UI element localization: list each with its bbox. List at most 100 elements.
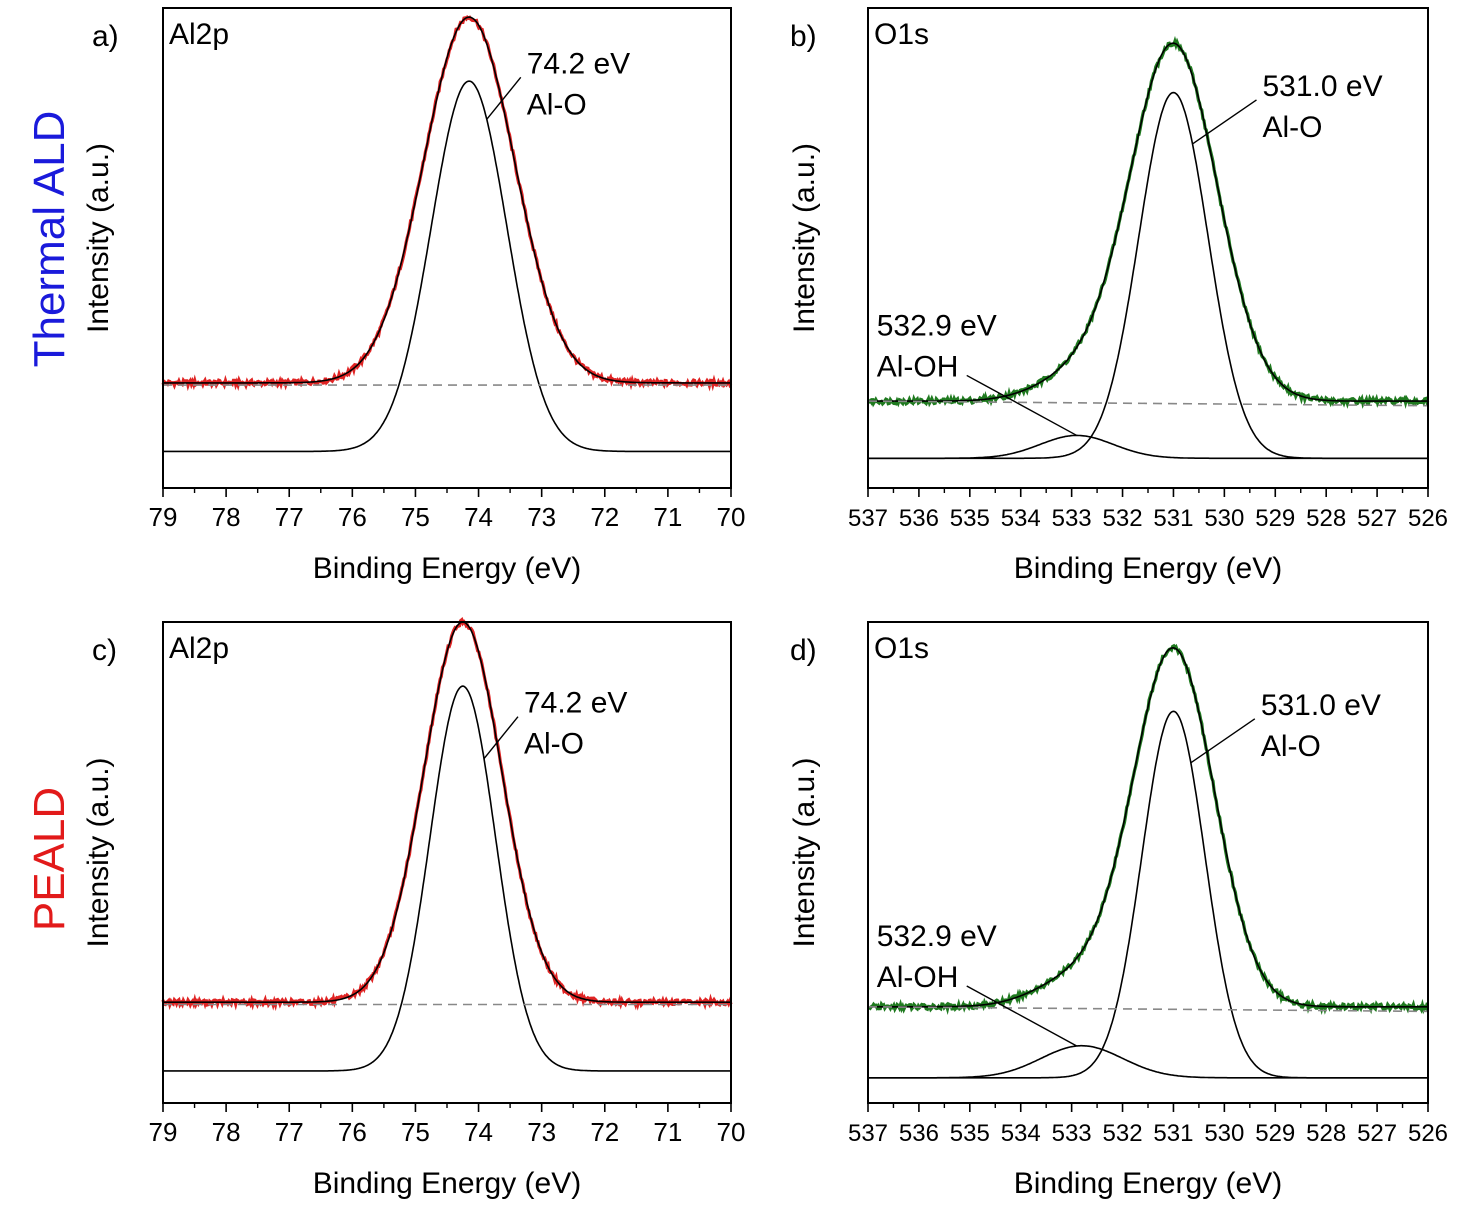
x-tick-label: 73 — [527, 502, 556, 532]
series-baseline-4 — [867, 1006, 1429, 1013]
chart-panel-a: 79 78 77 76 75 74 73 72 71 70 Binding Energy (eV) I… — [82, 7, 746, 585]
x-tick-label: 537 — [848, 1120, 888, 1147]
series-envelope-1 — [868, 646, 1428, 1008]
annotation-label: Al-O — [1261, 730, 1321, 763]
series-envelope-1 — [163, 621, 731, 1003]
x-tick-label: 73 — [527, 1117, 556, 1147]
x-tick-label: 70 — [717, 1117, 746, 1147]
series-data-0 — [161, 14, 733, 392]
row-label-peald: PEALD — [25, 786, 74, 932]
x-tick-label: 74 — [464, 502, 493, 532]
series-baseline-4 — [867, 400, 1429, 407]
y-axis-label: Intensity (a.u.) — [82, 143, 115, 333]
x-tick-label: 76 — [338, 502, 367, 532]
y-axis-label: Intensity (a.u.) — [82, 757, 115, 947]
panel-title: O1s — [874, 632, 929, 665]
annotation-leader — [966, 374, 1078, 437]
x-tick-label: 535 — [950, 505, 990, 532]
series-envelope-1 — [868, 42, 1428, 402]
x-axis-label: Binding Energy (eV) — [313, 1167, 581, 1200]
x-tick-label: 71 — [653, 502, 682, 532]
panel-letter: d) — [790, 634, 817, 667]
y-axis-label: Intensity (a.u.) — [788, 143, 821, 333]
x-tick-label: 536 — [899, 1120, 939, 1147]
x-axis-label: Binding Energy (eV) — [1014, 1167, 1282, 1200]
series-envelope-1 — [163, 16, 731, 384]
x-tick-label: 533 — [1052, 1120, 1092, 1147]
annotation-leader — [486, 76, 522, 120]
x-tick-label: 77 — [275, 502, 304, 532]
annotation-label: Al-O — [524, 728, 584, 761]
series-component-3 — [868, 1044, 1428, 1079]
x-tick-label: 526 — [1408, 505, 1448, 532]
x-tick-label: 530 — [1204, 1120, 1244, 1147]
chart-panel-c: 79 78 77 76 75 74 73 72 71 70 Binding Energy (eV) I… — [82, 616, 746, 1200]
x-tick-label: 534 — [1001, 505, 1041, 532]
x-tick-label: 78 — [212, 1117, 241, 1147]
series-component-3 — [868, 434, 1428, 460]
annotation-leader — [483, 716, 519, 760]
x-tick-label: 532 — [1103, 505, 1143, 532]
annotation-leader — [966, 985, 1078, 1047]
x-tick-label: 71 — [653, 1117, 682, 1147]
plot-frame — [162, 621, 732, 1104]
panel-title: Al2p — [169, 632, 229, 665]
x-tick-label: 75 — [401, 502, 430, 532]
panel-letter: a) — [92, 20, 119, 53]
x-tick-label: 75 — [401, 1117, 430, 1147]
annotation-label: 532.9 eV — [877, 309, 997, 342]
annotation-label: 532.9 eV — [877, 920, 997, 953]
chart-panel-b: 537 536 535 534 533 532 531 530 529 528 527 526 Bind… — [788, 7, 1448, 585]
annotation-label: Al-OH — [877, 961, 959, 994]
panel-title: O1s — [874, 18, 929, 51]
x-tick-label: 530 — [1204, 505, 1244, 532]
x-tick-label: 528 — [1306, 505, 1346, 532]
annotation-label: 531.0 eV — [1261, 689, 1381, 722]
series-component-2 — [163, 685, 731, 1072]
panel-title: Al2p — [169, 18, 229, 51]
x-tick-label: 77 — [275, 1117, 304, 1147]
x-tick-label: 526 — [1408, 1120, 1448, 1147]
x-tick-label: 74 — [464, 1117, 493, 1147]
series-data-0 — [161, 616, 733, 1012]
x-tick-label: 529 — [1255, 505, 1295, 532]
row-label-thermal-ald: Thermal ALD — [25, 110, 74, 368]
x-tick-label: 536 — [899, 505, 939, 532]
x-tick-label: 72 — [590, 502, 619, 532]
annotation-label: 74.2 eV — [524, 687, 627, 720]
x-tick-label: 533 — [1052, 505, 1092, 532]
x-tick-label: 78 — [212, 502, 241, 532]
annotation-label: 74.2 eV — [527, 47, 630, 80]
annotation-label: Al-OH — [877, 350, 959, 383]
annotation-label: Al-O — [1262, 111, 1322, 144]
annotation-leader — [1190, 718, 1256, 764]
x-tick-label: 531 — [1153, 505, 1193, 532]
x-tick-label: 532 — [1103, 1120, 1143, 1147]
x-tick-label: 528 — [1306, 1120, 1346, 1147]
x-tick-label: 534 — [1001, 1120, 1041, 1147]
x-tick-label: 529 — [1255, 1120, 1295, 1147]
x-tick-label: 79 — [149, 502, 178, 532]
panel-letter: b) — [790, 20, 817, 53]
x-tick-label: 70 — [717, 502, 746, 532]
x-tick-label: 531 — [1153, 1120, 1193, 1147]
annotation-label: 531.0 eV — [1262, 70, 1382, 103]
x-tick-label: 76 — [338, 1117, 367, 1147]
series-component-2 — [868, 710, 1428, 1079]
annotation-leader — [1192, 99, 1257, 145]
panel-letter: c) — [92, 634, 117, 667]
x-tick-label: 535 — [950, 1120, 990, 1147]
x-axis-label: Binding Energy (eV) — [313, 552, 581, 585]
x-tick-label: 527 — [1357, 1120, 1397, 1147]
x-tick-label: 72 — [590, 1117, 619, 1147]
x-tick-label: 537 — [848, 505, 888, 532]
annotation-label: Al-O — [527, 88, 587, 121]
chart-panel-d: 537 536 535 534 533 532 531 530 529 528 527 526 Bind… — [788, 621, 1448, 1200]
x-axis-label: Binding Energy (eV) — [1014, 552, 1282, 585]
series-component-2 — [163, 80, 731, 453]
plot-frame — [162, 7, 732, 489]
y-axis-label: Intensity (a.u.) — [788, 757, 821, 947]
x-tick-label: 527 — [1357, 505, 1397, 532]
